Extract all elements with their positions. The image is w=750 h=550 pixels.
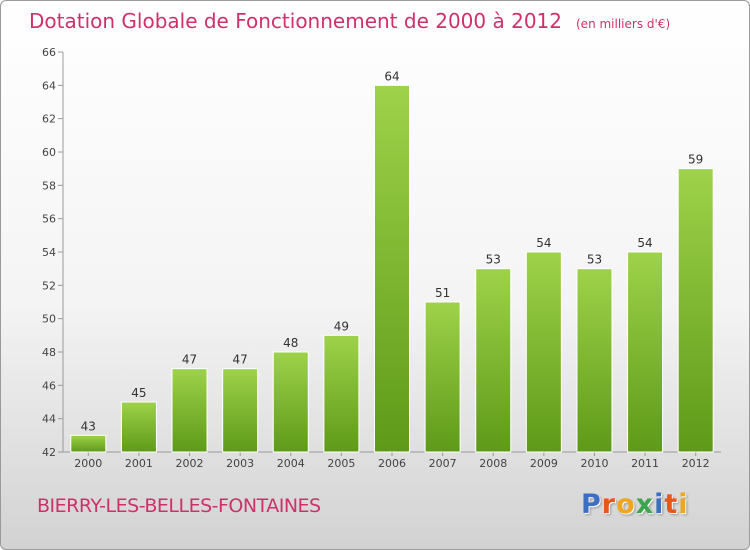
x-tick-label: 2006 xyxy=(378,457,406,470)
city-name: BIERRY-LES-BELLES-FONTAINES xyxy=(37,495,321,517)
bar-value-label: 43 xyxy=(81,419,96,433)
x-tick-label: 2009 xyxy=(530,457,558,470)
y-tick-label: 50 xyxy=(42,313,56,326)
bar-2000 xyxy=(70,434,107,453)
y-tick-label: 52 xyxy=(42,279,56,292)
logo-letter: x xyxy=(635,489,655,520)
bar-2003 xyxy=(222,368,259,453)
y-tick-label: 44 xyxy=(42,413,56,426)
y-tick-label: 42 xyxy=(42,446,56,459)
chart-axes: 42 44 46 48 50 52 54 56 58 60 62 64 66 2000 2001 2002 20… xyxy=(42,46,721,470)
bar-value-label: 48 xyxy=(283,336,298,350)
bar-value-label: 54 xyxy=(637,236,652,250)
bar-2010 xyxy=(576,268,613,453)
bar-value-label: 47 xyxy=(182,353,197,367)
y-tick-label: 48 xyxy=(42,346,56,359)
chart-title: Dotation Globale de Fonctionnement de 20… xyxy=(29,9,670,33)
bar-2005 xyxy=(323,334,360,453)
bar-2007 xyxy=(424,301,461,453)
y-tick-label: 62 xyxy=(42,113,56,126)
x-tick-label: 2008 xyxy=(479,457,507,470)
bar-2004 xyxy=(272,351,309,453)
chart-title-text: Dotation Globale de Fonctionnement de 20… xyxy=(29,9,562,33)
bar-value-label: 53 xyxy=(486,253,501,267)
y-tick-label: 54 xyxy=(42,246,56,259)
x-tick-label: 2002 xyxy=(176,457,204,470)
bar-value-label: 47 xyxy=(233,353,248,367)
chart-bars xyxy=(70,84,714,453)
bar-2009 xyxy=(525,251,562,453)
y-tick-label: 64 xyxy=(42,79,56,92)
logo-letter: i xyxy=(678,489,689,520)
logo-letter: i xyxy=(654,489,665,520)
bar-value-label: 54 xyxy=(536,236,551,250)
x-tick-label: 2011 xyxy=(631,457,659,470)
bar-value-label: 59 xyxy=(688,153,703,167)
x-tick-label: 2010 xyxy=(580,457,608,470)
x-tick-label: 2005 xyxy=(327,457,355,470)
bar-value-label: 49 xyxy=(334,319,349,333)
bar-2011 xyxy=(627,251,664,453)
bar-value-label: 64 xyxy=(384,69,399,83)
logo-letter: o xyxy=(616,489,636,520)
logo-letter: t xyxy=(664,489,679,520)
bar-2002 xyxy=(171,368,208,453)
chart-labels: 43 45 47 47 48 49 64 51 53 54 53 54 59 xyxy=(81,69,704,433)
bar-2012 xyxy=(677,168,714,453)
y-tick-label: 58 xyxy=(42,179,56,192)
logo-letter: P xyxy=(581,489,602,520)
proxiti-logo[interactable]: Proxiti xyxy=(581,489,689,520)
x-tick-label: 2001 xyxy=(125,457,153,470)
logo-letter: r xyxy=(601,489,617,520)
bar-2006 xyxy=(374,84,410,453)
chart-subtitle: (en milliers d'€) xyxy=(576,17,671,31)
bar-2001 xyxy=(120,401,157,453)
bar-value-label: 45 xyxy=(131,386,146,400)
y-tick-label: 46 xyxy=(42,379,56,392)
x-tick-label: 2004 xyxy=(277,457,305,470)
bar-2008 xyxy=(475,268,512,453)
bar-value-label: 51 xyxy=(435,286,450,300)
x-tick-label: 2007 xyxy=(429,457,457,470)
x-tick-label: 2000 xyxy=(74,457,102,470)
bar-value-label: 53 xyxy=(587,253,602,267)
y-tick-label: 56 xyxy=(42,213,56,226)
x-tick-label: 2003 xyxy=(226,457,254,470)
y-tick-label: 66 xyxy=(42,46,56,59)
y-tick-label: 60 xyxy=(42,146,56,159)
x-tick-label: 2012 xyxy=(682,457,710,470)
